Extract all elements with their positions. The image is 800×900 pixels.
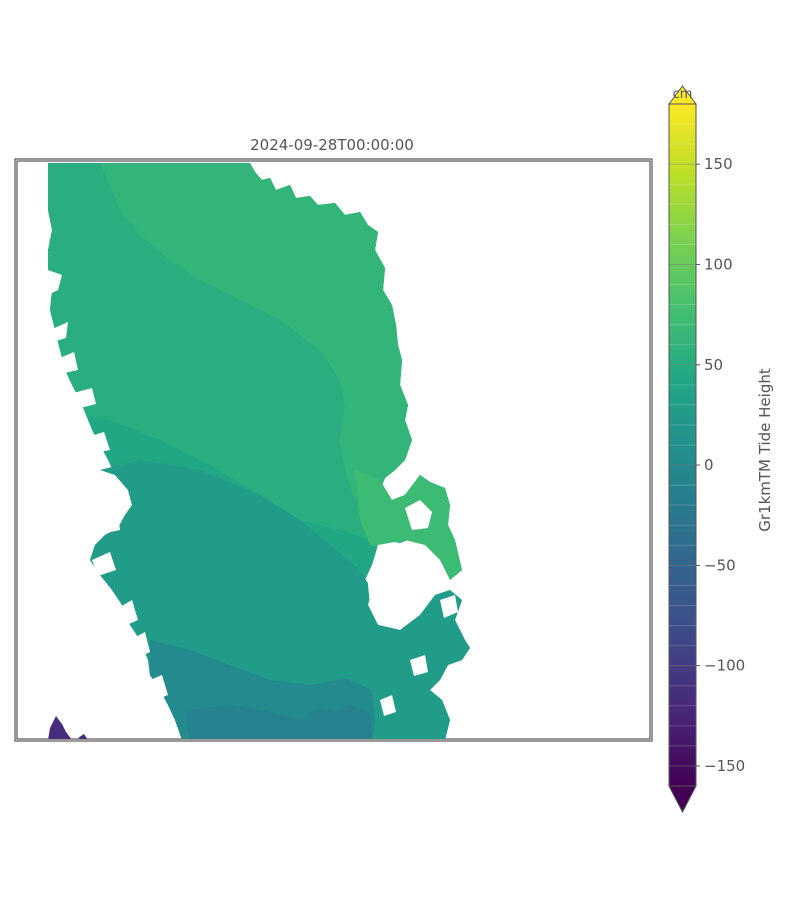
colorbar-extend-bottom <box>668 785 697 814</box>
fjords <box>48 270 458 716</box>
map-title: 2024-09-28T00:00:00 <box>250 136 414 154</box>
colorbar-tick-label: −50 <box>704 556 736 574</box>
colorbar-ticks: −150 −100 −50 0 50 100 150 <box>669 155 745 775</box>
southwest-inlet <box>48 716 72 739</box>
colorbar-tick-label: 100 <box>704 255 733 273</box>
colorbar-extend-top <box>668 85 697 105</box>
colorbar-label: Gr1kmTM Tide Height <box>756 368 774 532</box>
colorbar-tick-label: −100 <box>704 657 745 675</box>
land-southern-tip-deep <box>185 705 372 739</box>
colorbar-level-lines <box>669 123 696 767</box>
se-fjord-basin <box>368 542 430 618</box>
map-frame-outer <box>14 158 653 742</box>
colorbar-unit-label: cm <box>673 87 693 102</box>
colorbar-tick-label: 50 <box>704 356 723 374</box>
colorbar: −150 −100 −50 0 50 100 150 cm Gr1kmTM Tide Hei… <box>668 85 774 814</box>
land-ne-fjords <box>355 470 462 580</box>
colorbar-tick-label: −150 <box>704 757 745 775</box>
colorbar-tick-label: 150 <box>704 155 733 173</box>
colorbar-tick-label: 0 <box>704 456 714 474</box>
greenland-land <box>48 163 470 739</box>
land-north-top <box>100 163 440 520</box>
southwest-islet <box>78 734 88 739</box>
